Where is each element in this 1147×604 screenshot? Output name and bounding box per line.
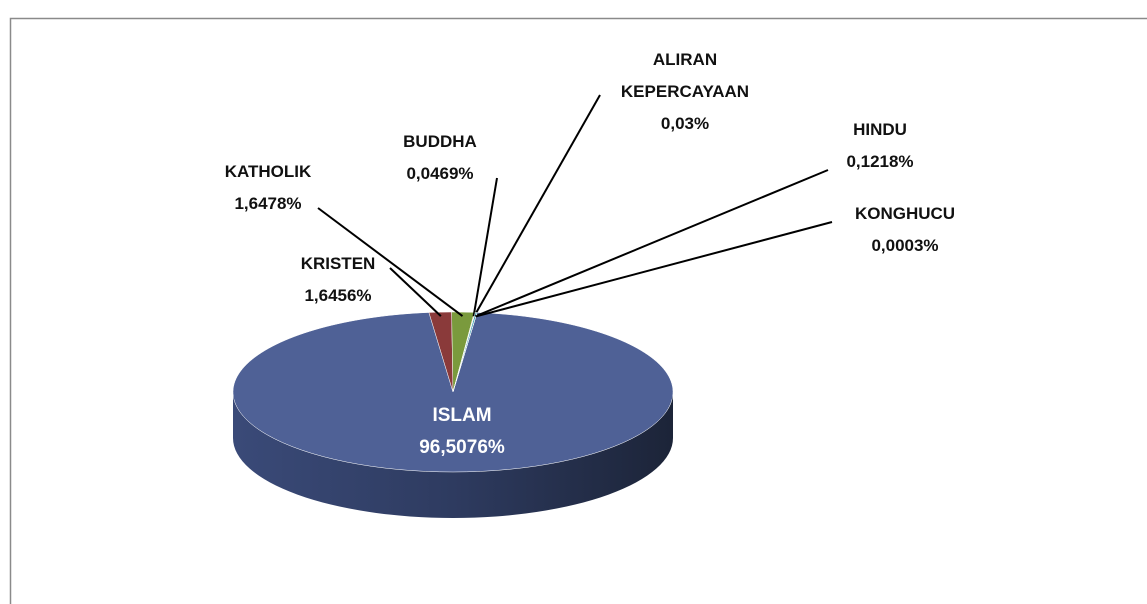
category-label: HINDU (853, 120, 907, 139)
pie-depth (233, 392, 673, 518)
leader-line (389, 267, 442, 317)
value-label: 1,6478% (234, 194, 302, 213)
category-label: ALIRAN KEPERCAYAAN (620, 50, 750, 101)
category-label: KRISTEN (300, 254, 376, 273)
leader-line (473, 94, 601, 317)
value-label: 1,6456% (304, 286, 372, 305)
value-label: 0,03% (660, 114, 710, 133)
slice-label: KATHOLIK 1,6478% (183, 156, 353, 220)
value-label: 0,0469% (406, 164, 474, 183)
value-label: 96,5076% (419, 437, 505, 458)
slice-label: HINDU 0,1218% (795, 114, 965, 178)
category-label: ISLAM (432, 405, 492, 426)
chart-frame (9, 17, 1147, 604)
slice-label: KONGHUCU 0,0003% (820, 198, 990, 262)
pie-slice (232, 312, 674, 473)
leader-line (475, 221, 833, 318)
slice-label: KRISTEN 1,6456% (253, 248, 423, 312)
pie-slice (452, 312, 478, 393)
slice-label: ALIRAN KEPERCAYAAN 0,03% (600, 44, 770, 140)
leader-line (472, 177, 498, 317)
category-label: BUDDHA (403, 132, 477, 151)
value-label: 0,0003% (871, 236, 939, 255)
slice-label: ISLAM 96,5076% (377, 400, 547, 464)
leader-line (474, 169, 829, 318)
slice-label: BUDDHA 0,0469% (355, 126, 525, 190)
category-label: KONGHUCU (854, 204, 956, 223)
leader-line (317, 207, 464, 317)
value-label: 0,1218% (846, 152, 914, 171)
category-label: KATHOLIK (224, 162, 312, 181)
